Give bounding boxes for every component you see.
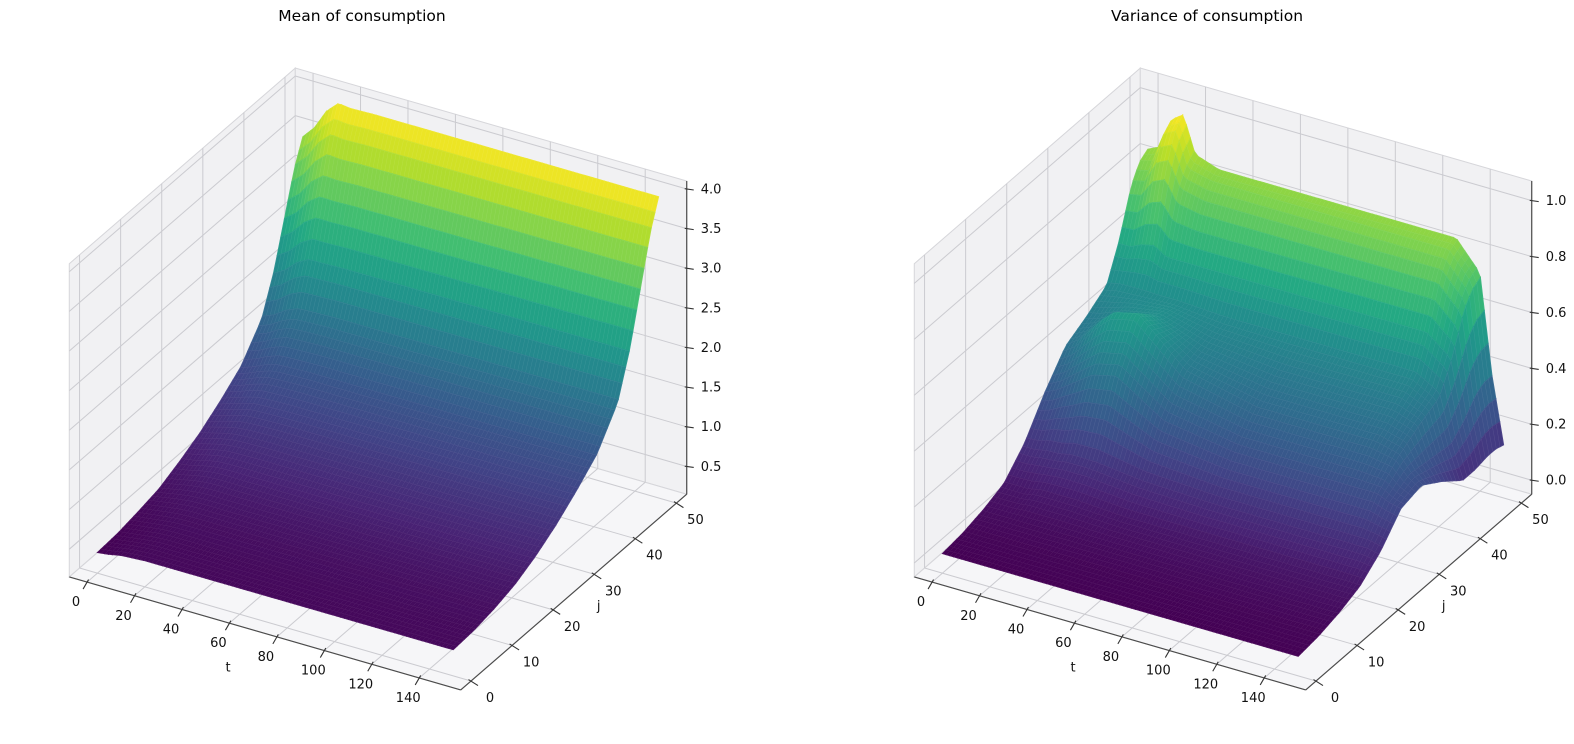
matplotlib-figure: Mean of consumption Variance of consumpt…: [0, 0, 1574, 744]
surface-plots-canvas: [0, 0, 1574, 744]
